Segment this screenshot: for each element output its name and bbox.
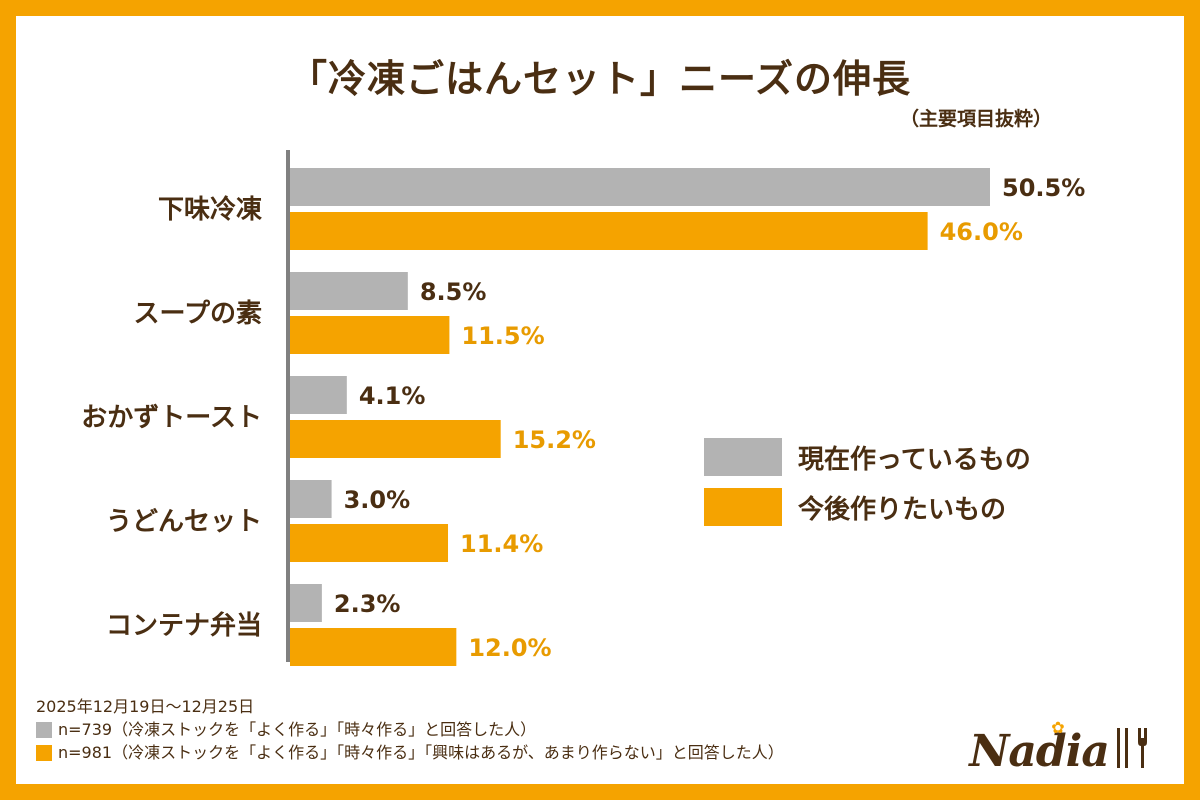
- bar-current: [290, 480, 332, 518]
- value-label-current: 50.5%: [1002, 174, 1085, 202]
- sample-current-row: n=739（冷凍ストックを「よく作る」「時々作る」と回答した人）: [36, 718, 784, 741]
- bar-current: [290, 584, 322, 622]
- chart-title: 「冷凍ごはんセット」ニーズの伸長: [288, 57, 912, 101]
- value-label-future: 11.4%: [460, 530, 543, 558]
- bar-future: [290, 212, 928, 250]
- bars-group: 下味冷凍 50.5% 46.0% スープの素 8.5% 11.5% おかずトースト 4.1% 1…: [81, 168, 1085, 666]
- bar-future: [290, 628, 457, 666]
- chart-subtitle: （主要項目抜粋）: [899, 108, 1052, 130]
- bar-current: [290, 168, 990, 206]
- survey-period: 2025年12月19日〜12月25日: [36, 697, 255, 716]
- bar-future: [290, 420, 501, 458]
- category-label: おかずトースト: [81, 403, 262, 433]
- survey-notes: 2025年12月19日〜12月25日 n=739（冷凍ストックを「よく作る」「時…: [36, 695, 784, 764]
- nadia-logo: Nadia ✿: [969, 718, 1154, 777]
- note-swatch-current: [36, 721, 52, 738]
- sample-current-text: n=739（冷凍ストックを「よく作る」「時々作る」と回答した人）: [58, 720, 537, 739]
- legend-swatch-current: [704, 438, 782, 476]
- legend-swatch-future: [704, 488, 782, 526]
- chart-frame: [16, 16, 1184, 784]
- legend-item-current: 現在作っているもの: [704, 438, 1031, 476]
- value-label-current: 4.1%: [359, 382, 426, 410]
- value-label-future: 15.2%: [513, 426, 596, 454]
- value-label-current: 8.5%: [420, 278, 487, 306]
- legend: 現在作っているもの 今後作りたいもの: [704, 438, 1031, 538]
- category-label: うどんセット: [106, 507, 262, 537]
- value-label-future: 11.5%: [461, 322, 544, 350]
- legend-label-current: 現在作っているもの: [798, 444, 1031, 475]
- category-label: スープの素: [134, 299, 262, 329]
- value-label-current: 2.3%: [334, 590, 401, 618]
- legend-label-future: 今後作りたいもの: [798, 494, 1007, 525]
- note-swatch-future: [36, 744, 52, 761]
- value-label-current: 3.0%: [344, 486, 411, 514]
- category-label: 下味冷凍: [158, 194, 262, 225]
- flower-icon: ✿: [1051, 718, 1065, 737]
- value-label-future: 12.0%: [468, 634, 551, 662]
- sample-future-row: n=981（冷凍ストックを「よく作る」「時々作る」「興味はあるが、あまり作らない…: [36, 741, 784, 764]
- bar-future: [290, 524, 449, 562]
- sample-future-text: n=981（冷凍ストックを「よく作る」「時々作る」「興味はあるが、あまり作らない…: [58, 743, 784, 762]
- category-label: コンテナ弁当: [106, 610, 262, 641]
- legend-item-future: 今後作りたいもの: [704, 488, 1031, 526]
- logo-text: Nadia: [969, 726, 1110, 777]
- value-label-future: 46.0%: [940, 218, 1023, 246]
- bar-current: [290, 376, 347, 414]
- bar-future: [290, 316, 450, 354]
- bar-current: [290, 272, 408, 310]
- fork-knife-icon: [1117, 728, 1147, 768]
